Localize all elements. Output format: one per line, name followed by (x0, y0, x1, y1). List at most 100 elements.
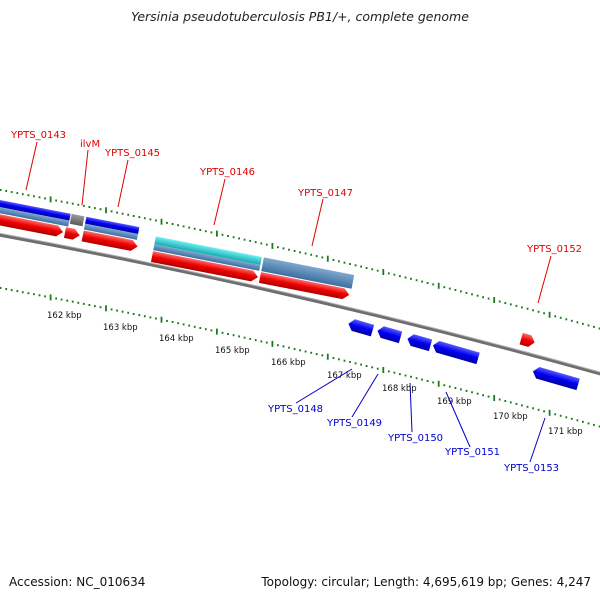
genome-backbone (0, 233, 600, 376)
outer-row-tick (443, 286, 446, 289)
outer-row-tick (88, 206, 91, 208)
inner-row-tick (143, 315, 146, 318)
inner-row-tick (421, 378, 423, 381)
cds-red-2[interactable] (63, 227, 81, 241)
tick-rows (0, 189, 600, 428)
inner-row-tick (326, 353, 329, 360)
label-ypts-0150[interactable]: YPTS_0150 (387, 433, 443, 444)
label-ypts-0148[interactable]: YPTS_0148 (267, 404, 323, 415)
inner-row-tick (593, 423, 595, 426)
genome-backbone-highlight (0, 232, 600, 373)
inner-row-tick (10, 289, 13, 292)
gene-band-0145[interactable] (83, 223, 139, 240)
outer-row-tick (471, 293, 473, 296)
outer-row-tick (188, 226, 191, 229)
reverse-track (347, 318, 580, 391)
outer-row-tick (565, 318, 568, 321)
label-ypts-0146[interactable]: YPTS_0146 (199, 167, 255, 178)
inner-row-tick (121, 310, 124, 313)
inner-row-tick (432, 381, 435, 384)
scale-label-166-kbp: 166 kbp (271, 358, 306, 368)
topology-summary: Topology: circular; Length: 4,695,619 bp… (261, 575, 591, 589)
cds-ypts-0152[interactable] (519, 332, 537, 348)
cds-red-5[interactable] (258, 272, 350, 300)
cds-ypts-0153[interactable] (531, 366, 580, 391)
leader-ypts-0145 (117, 159, 129, 208)
outer-row-tick (448, 287, 451, 290)
outer-row-tick (371, 268, 374, 271)
cds-ilvm-grey[interactable] (69, 213, 85, 227)
outer-row-tick (482, 296, 484, 299)
label-ypts-0147[interactable]: YPTS_0147 (297, 188, 353, 199)
outer-row-tick (282, 247, 285, 250)
outer-row-tick (199, 229, 202, 231)
inner-row-tick (60, 298, 63, 301)
label-ypts-0149[interactable]: YPTS_0149 (326, 418, 382, 429)
cds-ypts-0143[interactable] (0, 198, 71, 221)
outer-row-tick (265, 243, 268, 246)
outer-row-tick (493, 297, 496, 303)
reverse-labels (295, 368, 546, 463)
gene-band-0146[interactable] (153, 244, 261, 271)
inner-row-tick (526, 405, 529, 408)
outer-row-tick (304, 252, 307, 255)
inner-row-tick (166, 319, 168, 322)
label-ypts-0143[interactable]: YPTS_0143 (10, 130, 66, 141)
cds-ypts-0150[interactable] (406, 333, 433, 352)
rna-ypts-0146[interactable] (154, 236, 262, 265)
cds-ypts-0149[interactable] (376, 325, 403, 344)
outer-row-tick (210, 231, 213, 234)
label-ypts-0151[interactable]: YPTS_0151 (444, 447, 500, 458)
inner-row-tick (55, 297, 57, 300)
outer-row-tick (576, 321, 579, 324)
cds-red-3[interactable] (81, 230, 139, 252)
inner-row-tick (354, 362, 357, 365)
gene-band-0147[interactable] (261, 257, 355, 289)
outer-row-tick (326, 255, 329, 262)
label-ypts-0152[interactable]: YPTS_0152 (526, 244, 582, 255)
outer-row-tick (338, 260, 340, 263)
label-ypts-0153[interactable]: YPTS_0153 (503, 463, 559, 474)
outer-row-tick (171, 223, 174, 225)
label-ypts-0145[interactable]: YPTS_0145 (104, 148, 160, 159)
outer-row-tick (343, 261, 346, 264)
outer-row-tick (105, 207, 107, 214)
cds-red-1[interactable] (0, 211, 64, 238)
inner-row-tick (476, 392, 479, 395)
outer-row-tick (99, 208, 102, 211)
inner-row-tick (210, 329, 213, 332)
cds-ypts-0148[interactable] (347, 318, 375, 337)
inner-row-tick (565, 416, 568, 419)
inner-row-tick (16, 290, 19, 293)
inner-row-tick (254, 339, 257, 342)
scale-labels: 162 kbp 163 kbp 164 kbp 165 kbp 166 kbp 167 k… (47, 311, 583, 437)
inner-row-tick (515, 402, 518, 405)
cds-red-4[interactable] (150, 251, 259, 282)
forward-labels: YPTS_0143 ilvM YPTS_0145 YPTS_0146 YPTS_… (10, 130, 582, 304)
scale-label-164-kbp: 164 kbp (159, 334, 194, 344)
outer-row-tick (149, 218, 152, 221)
inner-row-tick (304, 350, 307, 353)
outer-row-tick (288, 248, 290, 251)
outer-row-tick (177, 224, 179, 227)
inner-row-tick (521, 404, 523, 407)
cds-ypts-0145[interactable] (85, 216, 140, 234)
gene-band-0143[interactable] (0, 204, 70, 227)
outer-row-tick (393, 273, 396, 276)
outer-row-tick (16, 192, 19, 195)
inner-row-tick (493, 395, 496, 401)
outer-row-tick (543, 312, 545, 315)
outer-row-tick (10, 191, 13, 194)
outer-row-tick (21, 193, 24, 196)
inner-row-tick (110, 308, 113, 311)
outer-row-tick (82, 204, 85, 207)
outer-row-tick (598, 327, 600, 330)
label-ilvm[interactable]: ilvM (80, 139, 100, 150)
inner-row-tick (310, 351, 313, 354)
outer-row-tick (354, 264, 357, 267)
outer-row-tick (238, 237, 240, 240)
outer-row-tick (66, 201, 69, 204)
cds-ypts-0151[interactable] (431, 340, 480, 365)
inner-row-tick (21, 291, 24, 294)
